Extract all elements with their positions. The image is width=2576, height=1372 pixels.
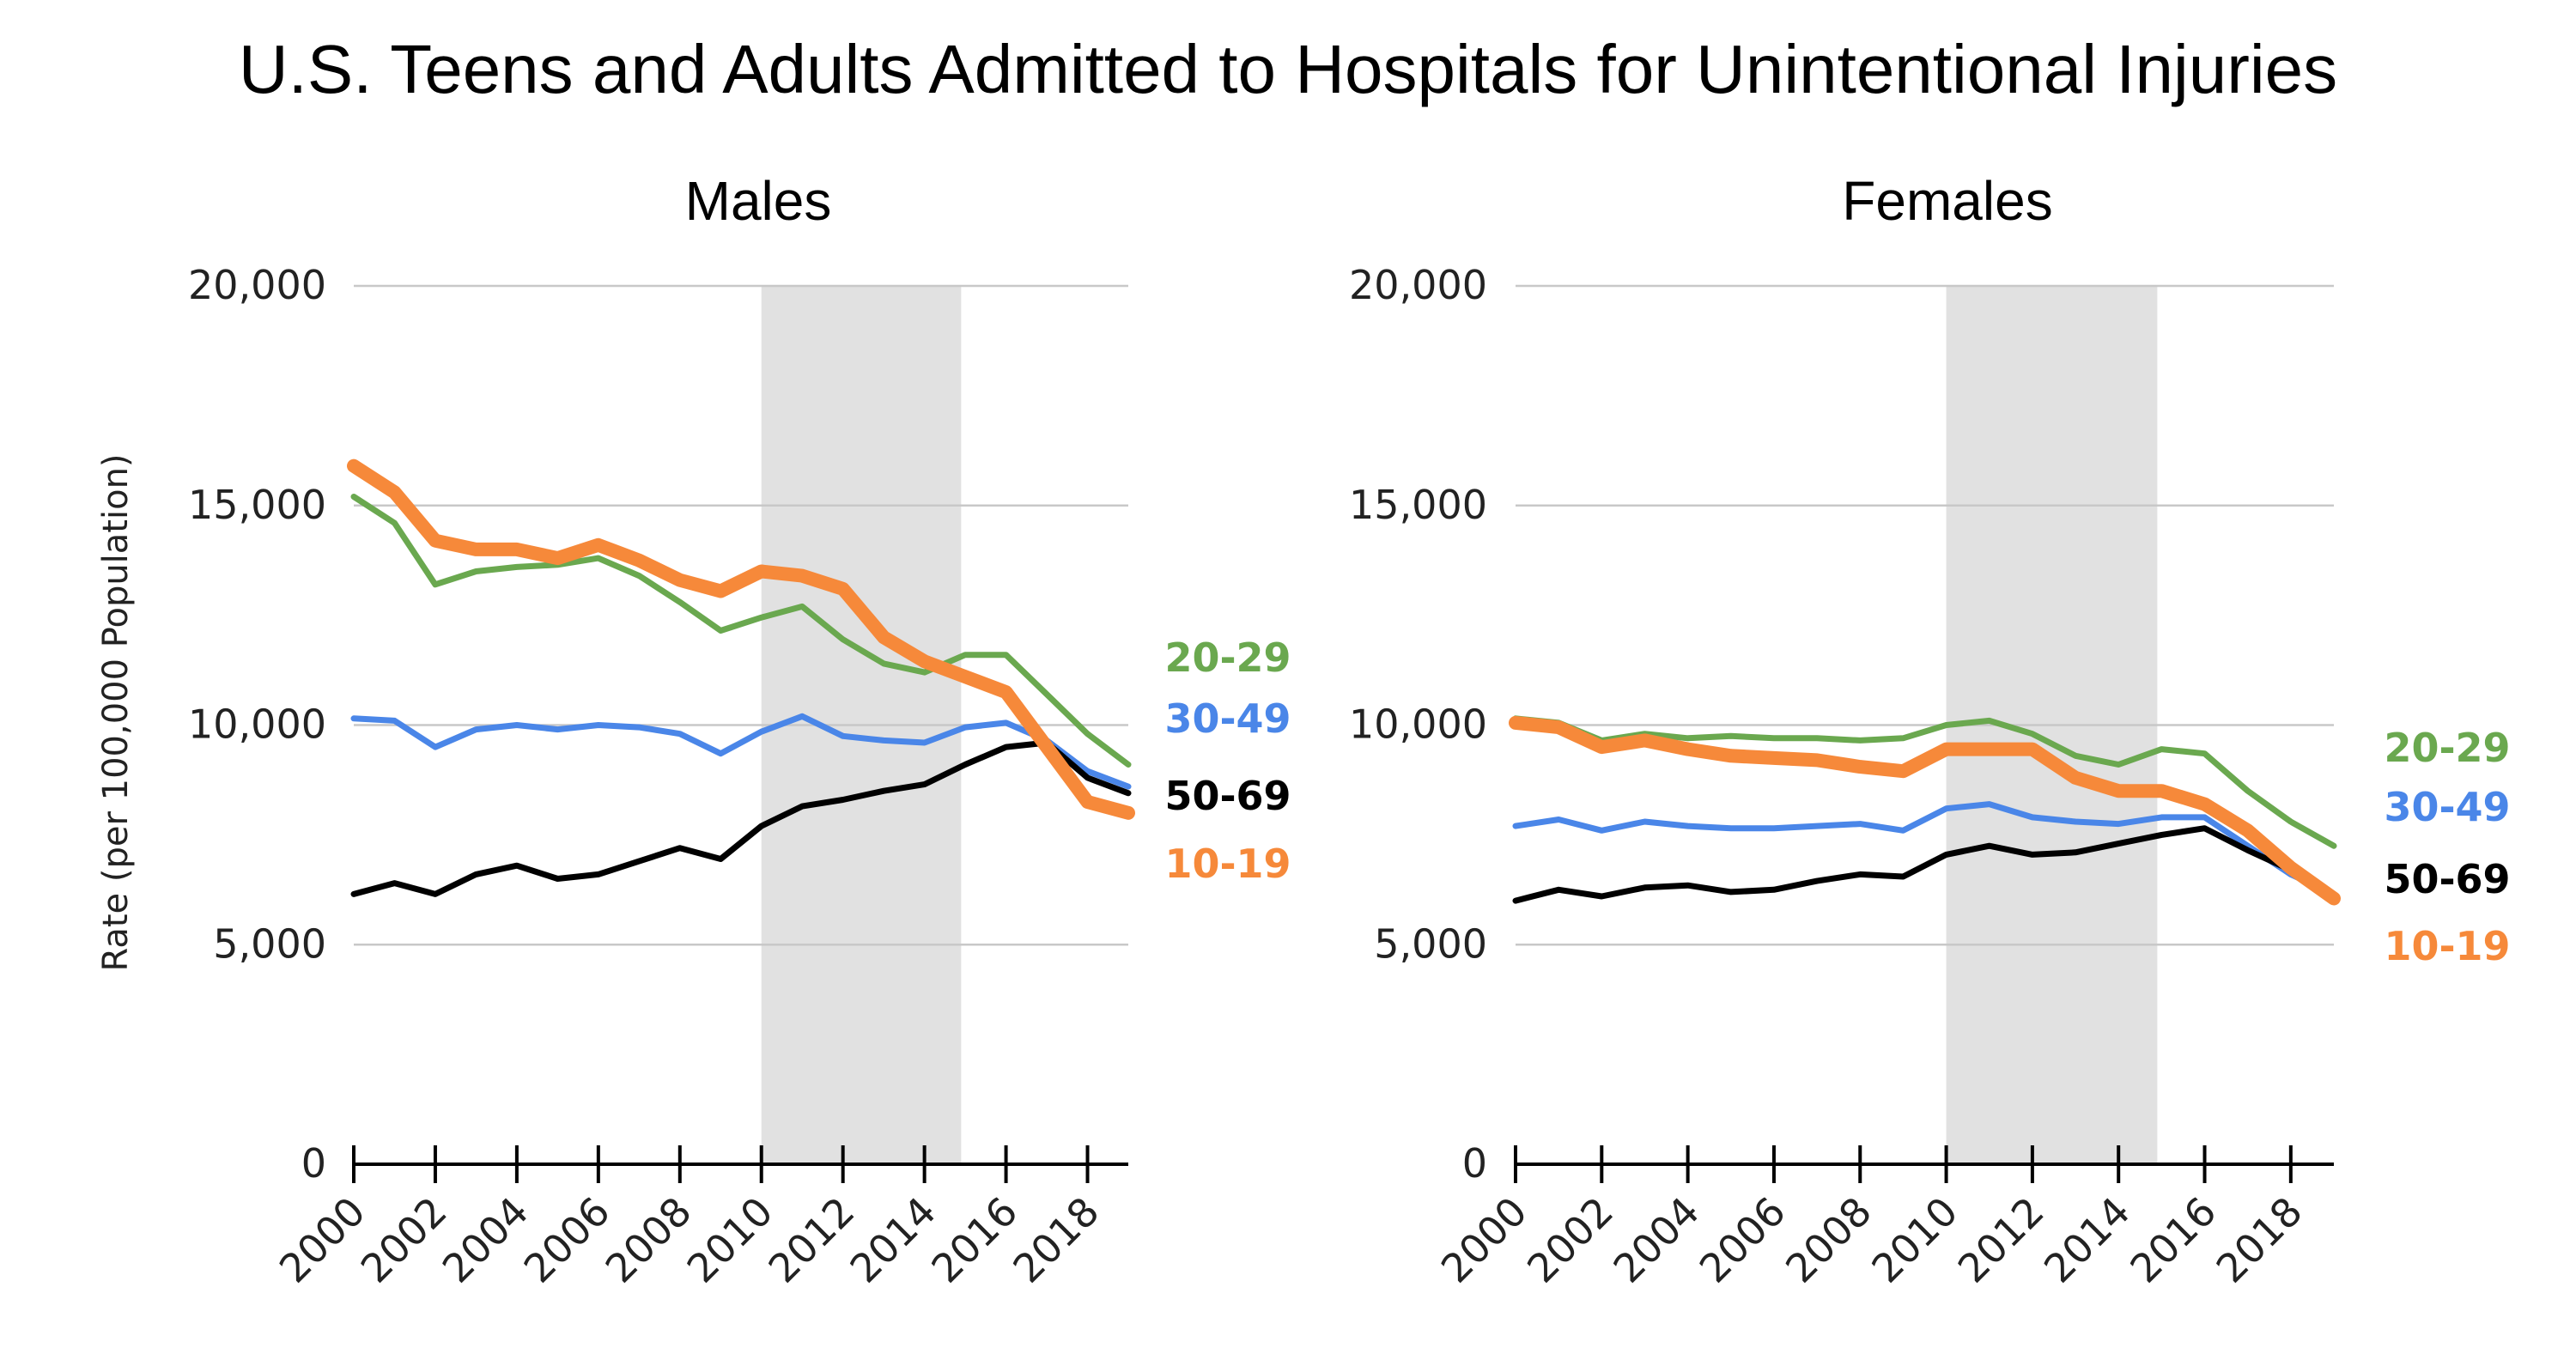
x-tick-label: 2000 xyxy=(270,1188,374,1292)
x-tick-label: 2016 xyxy=(922,1188,1026,1292)
y-tick-label: 5,000 xyxy=(213,920,326,967)
x-tick-label: 2012 xyxy=(1949,1188,2053,1292)
y-tick-label: 0 xyxy=(301,1140,326,1187)
x-tick-label: 2014 xyxy=(841,1188,945,1292)
series-end-label: 10-19 xyxy=(2384,923,2510,969)
y-tick-label: 15,000 xyxy=(1349,482,1487,528)
x-tick-label: 2002 xyxy=(352,1188,456,1292)
x-tick-label: 2006 xyxy=(1691,1188,1795,1292)
series-line-10-19 xyxy=(347,458,1135,820)
series-end-label: 20-29 xyxy=(1164,634,1291,681)
series-line-50-69 xyxy=(350,739,1132,897)
y-tick-label: 15,000 xyxy=(188,482,326,528)
series-end-label: 30-49 xyxy=(1164,695,1291,742)
x-tick-label: 2008 xyxy=(597,1188,701,1292)
males-panel: Males05,00010,00015,00020,00020002002200… xyxy=(188,170,1291,1292)
y-tick-label: 10,000 xyxy=(1349,701,1487,748)
x-tick-label: 2012 xyxy=(759,1188,863,1292)
series-line-50-69 xyxy=(1512,825,2337,904)
females-panel: Females05,00010,00015,00020,000200020022… xyxy=(1349,170,2511,1292)
x-tick-label: 2010 xyxy=(1862,1188,1966,1292)
x-tick-label: 2018 xyxy=(2208,1188,2312,1292)
y-axis-label: Rate (per 100,000 Population) xyxy=(96,453,136,971)
x-tick-label: 2016 xyxy=(2121,1188,2225,1292)
y-tick-label: 20,000 xyxy=(188,262,326,308)
series-end-label: 50-69 xyxy=(1164,773,1291,819)
x-tick-label: 2002 xyxy=(1518,1188,1622,1292)
x-tick-label: 2014 xyxy=(2035,1188,2139,1292)
y-tick-label: 0 xyxy=(1462,1140,1487,1187)
series-line-30-49 xyxy=(1512,801,2337,897)
x-tick-label: 2018 xyxy=(1004,1188,1108,1292)
y-tick-label: 10,000 xyxy=(188,701,326,748)
x-tick-label: 2004 xyxy=(434,1188,538,1292)
x-tick-label: 2006 xyxy=(515,1188,619,1292)
y-tick-label: 5,000 xyxy=(1374,920,1487,967)
series-line-10-19 xyxy=(1509,715,2341,906)
x-tick-label: 2000 xyxy=(1432,1188,1536,1292)
series-end-label: 30-49 xyxy=(2384,784,2510,830)
series-line-20-29 xyxy=(1512,715,2337,849)
panel-subtitle: Males xyxy=(685,170,832,232)
x-tick-label: 2004 xyxy=(1604,1188,1708,1292)
series-line-20-29 xyxy=(350,494,1132,768)
series-end-label: 50-69 xyxy=(2384,856,2510,902)
x-tick-label: 2008 xyxy=(1777,1188,1880,1292)
x-tick-label: 2010 xyxy=(678,1188,782,1292)
series-end-label: 20-29 xyxy=(2384,725,2510,771)
panel-subtitle: Females xyxy=(1842,170,2052,232)
series-end-label: 10-19 xyxy=(1164,841,1291,887)
chart-title: U.S. Teens and Adults Admitted to Hospit… xyxy=(239,31,2337,107)
y-tick-label: 20,000 xyxy=(1349,262,1487,308)
series-line-30-49 xyxy=(350,713,1132,790)
